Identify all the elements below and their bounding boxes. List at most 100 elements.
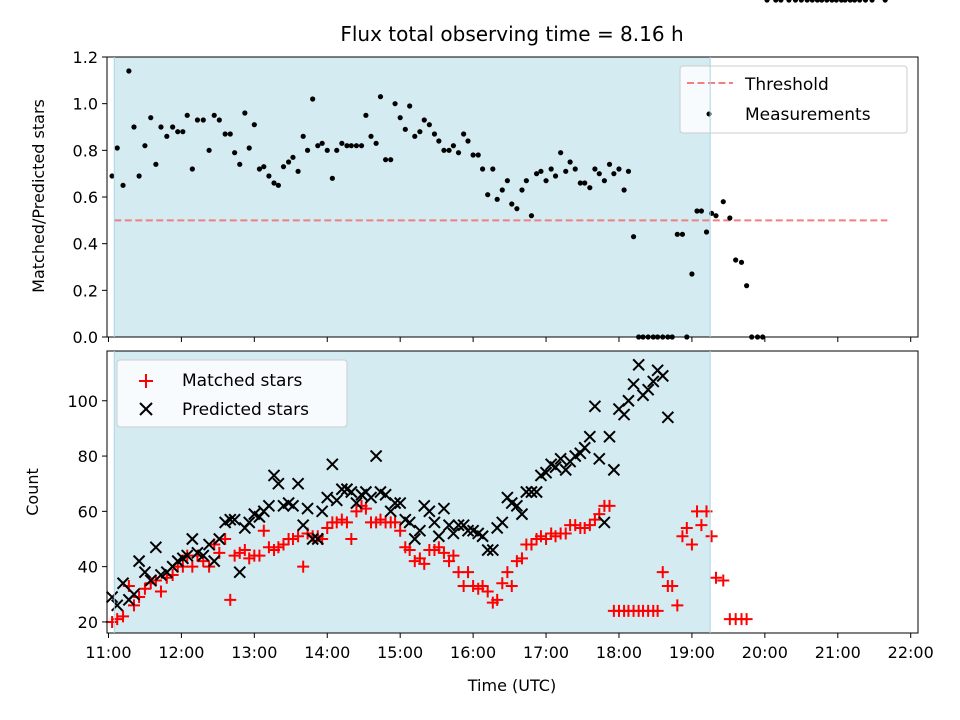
- measurement-point: [809, 0, 815, 3]
- matched-star-point: [253, 549, 266, 562]
- bottom-panel: 20 40 60 80 100 11:00 12:00 13:00 14:00 15:00 16:…: [23, 351, 934, 695]
- predicted-star-point: [393, 496, 407, 510]
- threshold-legend-label: Threshold: [744, 75, 829, 95]
- measurement-point: [499, 187, 505, 193]
- top-legend-box: [679, 65, 908, 134]
- predicted-star-point: [549, 460, 562, 474]
- predicted-star-point: [291, 477, 305, 490]
- x-tick-label: 12:00: [158, 643, 204, 662]
- matched-star-point: [403, 544, 416, 557]
- predicted-star-point: [554, 452, 567, 466]
- matched-star-point: [374, 513, 387, 526]
- measurement-point: [869, 0, 875, 3]
- matched-star-point: [359, 502, 372, 515]
- predicted-star-point: [583, 430, 597, 443]
- matched-stars-legend-label: Matched stars: [182, 371, 302, 391]
- matched-star-point: [197, 555, 210, 568]
- matched-star-point: [437, 546, 450, 559]
- bottom-y-ticks: 20 40 60 80 100: [67, 392, 107, 632]
- measurements-legend-label: Measurements: [745, 105, 871, 125]
- measurement-point: [131, 124, 137, 130]
- matched-star-point: [656, 566, 669, 579]
- measurement-point: [148, 115, 154, 121]
- measurement-point: [833, 0, 839, 3]
- predicted-star-point: [598, 516, 611, 529]
- measurement-point: [175, 129, 181, 135]
- measurement-point: [824, 0, 830, 3]
- measurement-point: [798, 0, 804, 3]
- y-tick-label: 80: [78, 447, 98, 466]
- predicted-star-point: [315, 505, 329, 518]
- predicted-star-point: [632, 358, 645, 372]
- y-tick-label: 20: [78, 613, 98, 632]
- measurement-point: [727, 215, 733, 221]
- bottom-legend-box: [116, 359, 348, 428]
- predicted-star-point: [627, 377, 640, 391]
- matched-star-point: [510, 555, 523, 568]
- predicted-star-point: [530, 485, 543, 499]
- measurement-point: [142, 143, 148, 149]
- matched-star-point: [186, 560, 199, 573]
- matched-star-point: [321, 521, 334, 534]
- measurement-point: [592, 166, 598, 172]
- predicted-star-point: [408, 532, 421, 546]
- predicted-star-point: [243, 516, 256, 529]
- predicted-star-point: [345, 485, 358, 499]
- predicted-star-point: [301, 502, 314, 515]
- measurement-point: [368, 133, 374, 139]
- measurement-point: [485, 192, 491, 198]
- matched-star-point: [272, 541, 285, 554]
- predicted-star-point: [641, 383, 655, 396]
- predicted-star-point: [656, 369, 669, 383]
- measurement-point: [237, 161, 243, 167]
- measurement-point: [829, 0, 835, 3]
- bottom-panel-frame: [106, 350, 919, 634]
- y-tick-label: 1.0: [73, 95, 98, 114]
- predicted-star-point: [111, 599, 124, 612]
- measurement-point: [300, 133, 306, 139]
- measurement-point: [523, 178, 529, 184]
- measurement-point: [280, 164, 287, 170]
- measurement-point: [397, 115, 403, 121]
- top-observing-window-shade: [114, 57, 711, 337]
- measurement-point: [819, 0, 825, 3]
- predicted-star-point: [149, 541, 163, 554]
- measurement-point: [334, 147, 340, 153]
- predicted-star-point: [588, 400, 602, 413]
- measurement-point: [606, 161, 613, 167]
- predicted-star-point: [296, 518, 310, 532]
- predicted-star-point: [186, 532, 199, 546]
- measurement-point: [611, 171, 617, 177]
- measurement-point: [567, 159, 573, 165]
- measurement-point: [246, 145, 252, 151]
- y-tick-label: 0.8: [73, 141, 98, 160]
- measurement-point: [417, 129, 423, 135]
- measurement-point: [285, 159, 292, 165]
- predicted-star-point: [452, 518, 465, 532]
- matched-star-point: [243, 552, 256, 565]
- measurement-point: [266, 173, 272, 179]
- matched-star-point: [534, 530, 547, 543]
- measurement-point: [773, 0, 779, 3]
- measurement-point: [324, 147, 330, 153]
- matched-star-point: [345, 533, 358, 545]
- predicted-star-point: [603, 430, 616, 443]
- measurement-point: [251, 122, 257, 128]
- y-tick-label: 1.2: [73, 48, 98, 67]
- measurement-point: [504, 178, 510, 184]
- measurement-point: [407, 103, 413, 109]
- predicted-star-point: [515, 507, 529, 521]
- measurement-point: [552, 173, 559, 179]
- measurement-point: [786, 0, 792, 3]
- measurement-point: [109, 173, 115, 179]
- predicted-star-point: [578, 441, 591, 454]
- predicted-star-point: [335, 483, 349, 496]
- x-tick-label: 13:00: [231, 643, 277, 662]
- measurement-point: [363, 112, 369, 118]
- measurement-point: [862, 0, 869, 3]
- matched-star-point: [491, 593, 504, 606]
- measurement-point: [222, 131, 228, 137]
- measurement-point: [778, 0, 784, 3]
- x-axis-label: Time (UTC): [467, 676, 556, 695]
- matched-star-point: [106, 615, 119, 628]
